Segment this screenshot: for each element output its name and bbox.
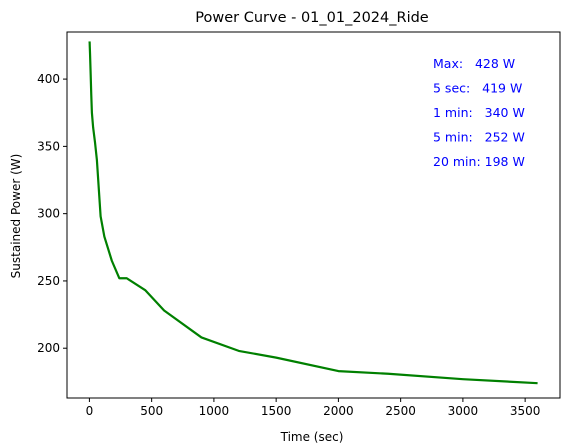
x-tick-label: 3000 [448, 404, 479, 418]
stats-annotations: Max: 428 W 5 sec: 419 W 1 min: 340 W 5 min:… [433, 56, 525, 169]
x-tick-label: 500 [140, 404, 163, 418]
x-tick-label: 2500 [385, 404, 416, 418]
x-tick-label: 1000 [199, 404, 230, 418]
x-axis-label: Time (sec) [280, 430, 344, 444]
power-curve-line [88, 41, 538, 385]
x-axis-ticks: 0 500 1000 1500 2000 2500 3000 3500 [86, 398, 541, 418]
y-tick-label: 200 [37, 341, 60, 355]
plot-frame [66, 31, 561, 399]
x-tick-label: 2000 [323, 404, 354, 418]
y-tick-label: 250 [37, 274, 60, 288]
y-axis-ticks: 200 250 300 350 400 [37, 72, 67, 355]
stat-annotation: 20 min: 198 W [433, 154, 525, 169]
y-axis-label: Sustained Power (W) [9, 154, 23, 279]
y-tick-label: 300 [37, 207, 60, 221]
y-tick-label: 350 [37, 139, 60, 153]
stat-annotation: 5 min: 252 W [433, 130, 525, 145]
stat-annotation: Max: 428 W [433, 56, 515, 71]
x-tick-label: 3500 [510, 404, 541, 418]
stat-annotation: 1 min: 340 W [433, 105, 525, 120]
y-tick-label: 400 [37, 72, 60, 86]
stat-annotation: 5 sec: 419 W [433, 81, 522, 96]
chart-title: Power Curve - 01_01_2024_Ride [195, 10, 429, 26]
plot-area [88, 41, 538, 385]
x-tick-label: 0 [86, 404, 94, 418]
x-tick-label: 1500 [261, 404, 292, 418]
